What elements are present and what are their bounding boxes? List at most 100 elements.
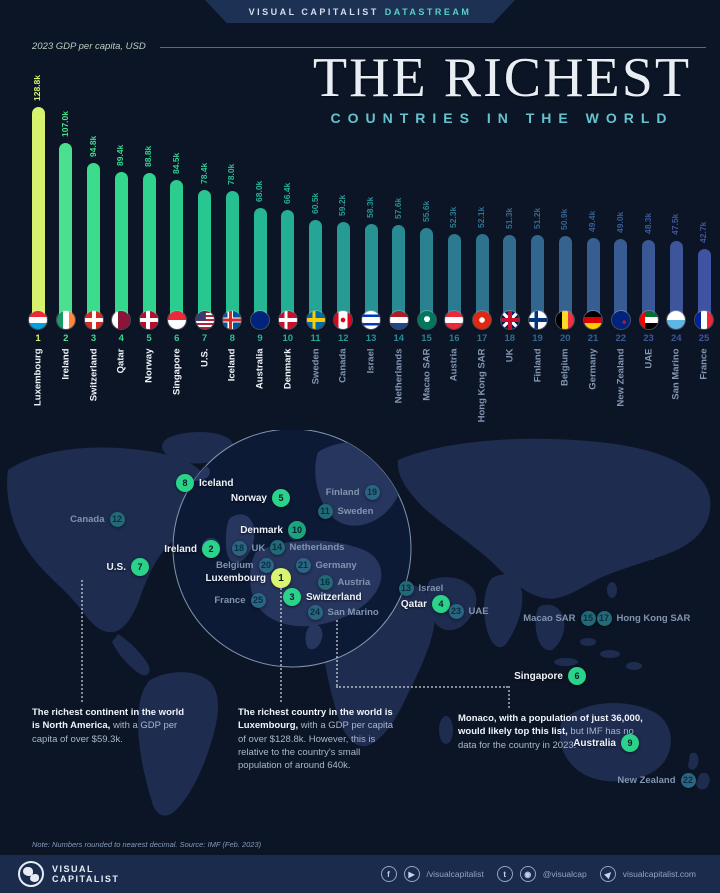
bar-value-label: 78.0k [226,163,237,185]
country-flag-icon [639,311,658,329]
rank-number: 6 [174,333,180,344]
rank-number: 11 [310,333,321,344]
country-flag-icon [695,311,713,329]
country-flag-icon [112,311,131,329]
country-flag-icon [167,311,186,329]
bar [31,107,45,324]
logo-line-2: CAPITALIST [52,874,120,884]
facebook-icon[interactable]: f [380,866,397,882]
logo-text: VISUAL CAPITALIST [52,864,119,884]
bar-value-label: 50.9k [559,208,570,230]
annotation-monaco: Monaco, with a population of just 36,000… [458,712,653,752]
map-country-label: Sweden [337,506,374,517]
country-name-label: UAE [643,348,654,369]
rank-number: 4 [118,333,124,344]
bar [558,235,572,324]
map-country-label: Belgium [216,560,254,571]
social-links: f ▶/visualcapitalist t ◉ @visualcap ▶ visualca… [380,862,702,886]
country-flag-icon [223,311,242,329]
country-flag-icon [611,311,630,329]
country-name-label: Germany [587,348,599,390]
map-country-label: Australia [573,738,616,749]
world-map-svg [7,430,711,816]
globe-logo-icon [18,861,44,887]
map-country-label: Switzerland [306,592,362,603]
bar-value-label: 59.2k [337,194,348,217]
country-flag-icon [84,311,103,329]
rank-number: 20 [559,333,571,344]
country-flag-icon [528,311,547,329]
bar [364,223,378,324]
country-name-label: U.S. [199,348,210,367]
rank-number: 13 [365,333,377,344]
visual-capitalist-logo: VISUAL CAPITALIST [18,861,119,887]
country-name-label: Sweden [310,348,321,385]
social-handle[interactable]: @visualcap [542,869,587,879]
country-name-label: Iceland [226,348,238,382]
annotation-north-america: The richest continent in the world is No… [32,706,187,746]
map-country-label: Canada [70,514,105,525]
axis-rule [160,47,706,48]
youtube-icon[interactable]: ▶ [403,866,420,882]
country-name-label: Denmark [282,348,294,390]
bar-value-label: 52.3k [448,206,459,228]
country-name-label: Austria [448,348,460,382]
country-name-label: Hong Kong SAR [476,348,488,423]
instagram-icon[interactable]: ◉ [519,866,536,882]
banner-product: DATASTREAM [384,6,472,17]
connector-monaco-b [336,686,508,688]
rank-number: 21 [587,333,599,344]
map-country-label: Denmark [240,525,283,536]
bar-value-label: 58.3k [365,196,375,218]
map-rank-badge: 8 [176,474,194,492]
bar-value-label: 57.6k [392,197,403,219]
page-subtitle: COUNTRIES IN THE WORLD [330,110,674,126]
social-handle[interactable]: /visualcapitalist [426,869,484,879]
country-flag-icon [500,311,519,329]
annotation-rest-text: with a GDP per capita of over $128.8k. H… [238,720,394,772]
map-rank-badge: 20 [258,557,274,573]
country-flag-icon [334,311,353,329]
social-handle[interactable]: visualcapitalist.com [622,869,696,879]
bar-value-label: 60.5k [309,192,320,214]
country-name-label: San Marino [670,348,682,400]
bar-value-label: 52.1k [476,206,486,228]
rank-number: 18 [504,333,516,344]
country-name-label: Netherlands [393,348,405,404]
country-name-label: UK [504,348,516,363]
axis-unit-label: 2023 GDP per capita, USD [32,41,146,52]
map-country-label: Germany [315,560,357,571]
rank-number: 1 [35,333,41,344]
banner-brand: VISUAL CAPITALIST [248,6,379,17]
country-flag-icon [195,311,214,329]
country-flag-icon [362,311,380,329]
bar [336,222,350,324]
bar [447,233,461,324]
country-flag-icon [445,311,464,329]
cursor-icon[interactable]: ▶ [596,862,620,886]
twitter-icon[interactable]: t [496,866,513,882]
map-country-label: New Zealand [617,775,676,786]
bar-chart: 128.8k 1 Luxembourg 107.0k 2 Ireland 94.8k 3 Swi… [0,0,720,430]
rank-number: 22 [615,333,627,344]
map-rank-badge: 25 [250,592,266,608]
annotation-rest-text: but IMF has no data for the country in 2… [458,726,634,751]
map-country-label: Hong Kong SAR [616,613,691,624]
map-rank-badge: 16 [317,574,333,590]
map-country-label: U.S. [106,562,126,573]
bar-value-label: 88.8k [143,145,153,168]
footer-bar: VISUAL CAPITALIST f ▶ /visualcapitalist t ◉ @… [0,855,720,893]
bar-value-label: 49.4k [587,211,597,233]
rank-number: 12 [337,333,349,344]
country-name-label: Canada [337,348,349,383]
bar-value-label: 107.0k [59,111,70,138]
bar [170,180,184,324]
world-map: 8 Iceland 5 Norway 19 Finland 11 Sweden 10 Denmar… [0,430,720,835]
bar [531,235,544,324]
rank-number: 24 [670,333,682,344]
map-rank-badge: 9 [621,734,639,752]
rank-number: 17 [476,333,488,344]
country-name-label: Switzerland [88,348,99,402]
bar-value-label: 42.7k [698,222,708,244]
